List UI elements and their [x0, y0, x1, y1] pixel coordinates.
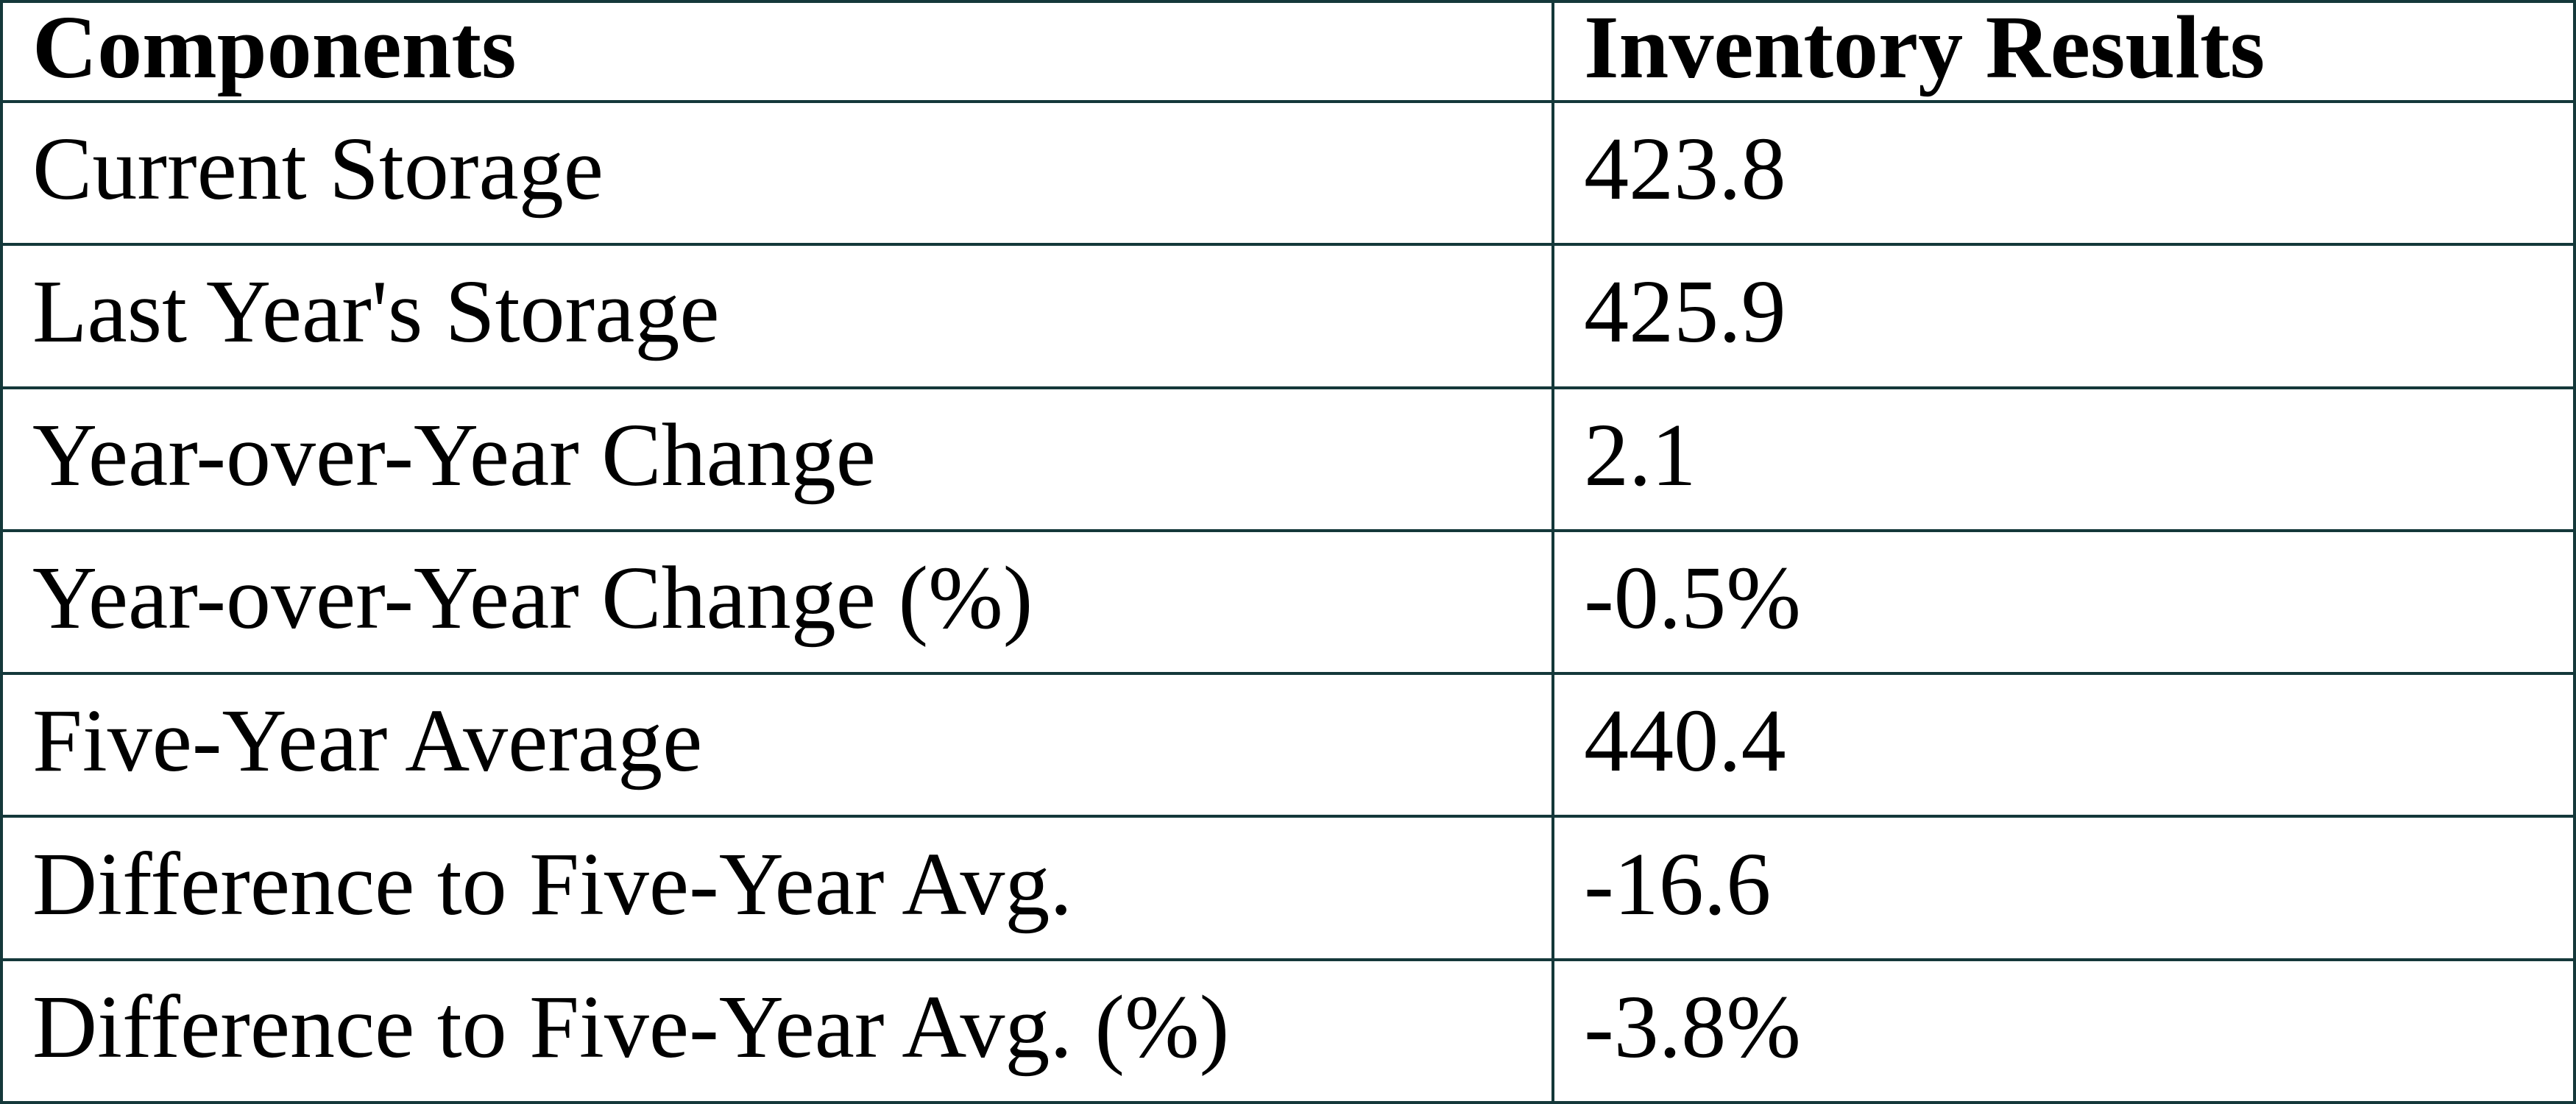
- component-label: Difference to Five-Year Avg. (%): [0, 958, 1555, 1104]
- table-row: Difference to Five-Year Avg. -16.6: [0, 815, 2576, 961]
- component-value: -3.8%: [1551, 958, 2576, 1104]
- header-row: Components Inventory Results: [0, 0, 2576, 103]
- component-value: 2.1: [1551, 386, 2576, 532]
- table-row: Current Storage 423.8: [0, 99, 2576, 247]
- table-row: Year-over-Year Change (%) -0.5%: [0, 528, 2576, 676]
- component-value: 425.9: [1551, 243, 2576, 389]
- component-label: Year-over-Year Change (%): [0, 528, 1555, 676]
- table-row: Difference to Five-Year Avg. (%) -3.8%: [0, 958, 2576, 1104]
- table-row: Five-Year Average 440.4: [0, 672, 2576, 818]
- component-label: Last Year's Storage: [0, 243, 1555, 389]
- table-row: Year-over-Year Change 2.1: [0, 386, 2576, 532]
- table-row: Last Year's Storage 425.9: [0, 243, 2576, 389]
- header-inventory-results: Inventory Results: [1551, 0, 2576, 103]
- component-value: -0.5%: [1551, 528, 2576, 676]
- header-components: Components: [0, 0, 1555, 103]
- component-label: Five-Year Average: [0, 672, 1555, 818]
- component-value: 440.4: [1551, 672, 2576, 818]
- component-label: Current Storage: [0, 99, 1555, 247]
- component-value: 423.8: [1551, 99, 2576, 247]
- component-label: Year-over-Year Change: [0, 386, 1555, 532]
- component-value: -16.6: [1551, 815, 2576, 961]
- component-label: Difference to Five-Year Avg.: [0, 815, 1555, 961]
